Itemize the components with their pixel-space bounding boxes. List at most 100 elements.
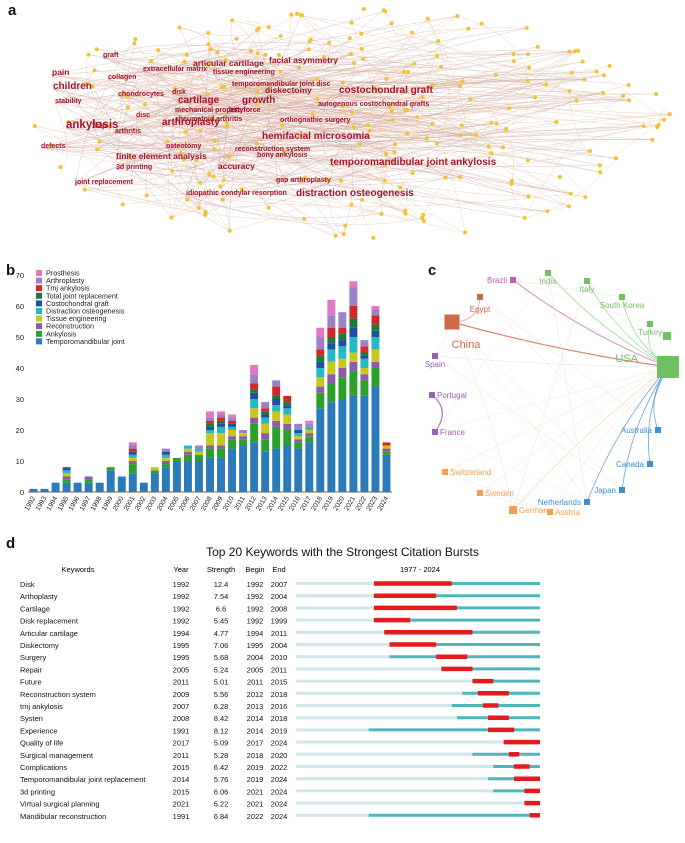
bar-segment	[250, 374, 259, 384]
network-edge	[295, 80, 528, 197]
bar-segment	[360, 355, 369, 359]
network-edge	[142, 70, 344, 235]
burst-strength: 5.28	[214, 751, 229, 760]
network-edge	[180, 152, 277, 183]
header-range: 1977 - 2024	[400, 565, 440, 574]
bar-segment	[194, 448, 203, 452]
bar-segment	[217, 411, 226, 415]
burst-end: 2024	[271, 800, 288, 809]
burst-keyword: Virtual surgical planning	[20, 800, 100, 809]
network-node	[566, 204, 571, 209]
country-link	[512, 279, 623, 298]
country-label: Egypt	[470, 305, 491, 314]
country-link	[621, 366, 669, 491]
bar-segment	[62, 479, 71, 483]
country-node	[432, 429, 438, 435]
bar-segment	[305, 426, 314, 430]
network-node	[294, 11, 299, 16]
citation-burst-panel: d Top 20 Keywords with the Strongest Cit…	[0, 535, 685, 838]
network-node	[393, 142, 398, 147]
network-edge	[524, 95, 624, 218]
bar-segment	[206, 426, 214, 430]
bar-segment	[228, 414, 237, 418]
burst-begin: 2018	[247, 751, 264, 760]
network-edge	[165, 147, 600, 167]
network-node	[206, 42, 211, 47]
burst-year: 1994	[173, 629, 190, 638]
bar-segment	[261, 411, 270, 415]
bar-segment	[272, 411, 281, 421]
network-node	[32, 124, 37, 129]
network-node	[125, 105, 130, 110]
bar-segment	[84, 479, 93, 483]
bar-segment	[206, 417, 214, 421]
burst-keyword: Temporomandibular joint replacement	[20, 775, 146, 784]
network-node	[218, 184, 223, 189]
bar-segment	[360, 340, 369, 347]
bar-segment	[217, 420, 226, 424]
bar-segment	[294, 442, 303, 449]
network-node	[460, 79, 465, 84]
network-edge	[207, 64, 297, 197]
country-link	[434, 355, 623, 491]
country-link	[512, 279, 651, 325]
network-edge	[171, 93, 284, 152]
burst-end: 2008	[271, 604, 288, 613]
network-edge	[217, 79, 318, 170]
bar-segment	[349, 352, 358, 362]
network-edge	[40, 79, 318, 149]
network-node	[263, 52, 268, 57]
network-node	[613, 156, 618, 161]
burst-end: 2024	[271, 739, 288, 748]
network-keyword-label: bite force	[229, 107, 261, 114]
burst-keyword: Disk	[20, 580, 35, 589]
network-node	[185, 197, 190, 202]
network-node	[511, 51, 516, 56]
bar-segment	[371, 361, 380, 368]
network-node	[436, 39, 441, 44]
bar-segment	[382, 442, 391, 446]
network-node	[526, 52, 531, 57]
network-edge	[310, 39, 438, 144]
network-node	[333, 233, 338, 238]
country-node	[432, 353, 438, 359]
network-keyword-label: graft	[103, 52, 119, 59]
burst-begin: 1992	[247, 617, 264, 626]
network-node	[455, 14, 460, 19]
network-node	[474, 133, 479, 138]
network-node	[360, 197, 365, 202]
network-edge	[40, 147, 548, 212]
bar-segment	[217, 433, 226, 446]
bar-segment	[161, 451, 170, 455]
network-edge	[225, 59, 394, 162]
network-node	[576, 48, 581, 53]
network-edge	[114, 93, 125, 134]
network-node	[458, 175, 463, 180]
country-network: Brazil India Italy South Korea Egypt Turkey Ch…	[425, 270, 679, 517]
bar-segment	[360, 346, 369, 353]
network-node	[289, 12, 294, 17]
network-edge	[185, 131, 269, 208]
bar-segment	[95, 482, 104, 492]
legend-swatch	[36, 277, 42, 284]
bar-segment	[382, 448, 391, 452]
bar-segment	[128, 451, 137, 455]
network-edge	[34, 125, 123, 205]
network-edge	[185, 71, 281, 132]
network-node	[207, 172, 212, 177]
network-edge	[165, 116, 418, 149]
network-node	[403, 208, 408, 213]
bar-segment	[150, 467, 159, 471]
burst-year: 1995	[173, 641, 190, 650]
network-node	[315, 77, 320, 82]
bar-segment	[349, 337, 358, 353]
network-edge	[68, 61, 583, 123]
network-edge	[96, 49, 630, 101]
network-edge	[65, 127, 230, 232]
network-node	[254, 141, 259, 146]
network-keyword-label: gap arthroplasty	[276, 177, 331, 184]
network-node	[352, 61, 357, 66]
network-node	[212, 138, 217, 143]
network-node	[390, 118, 395, 123]
network-edge	[377, 71, 405, 100]
